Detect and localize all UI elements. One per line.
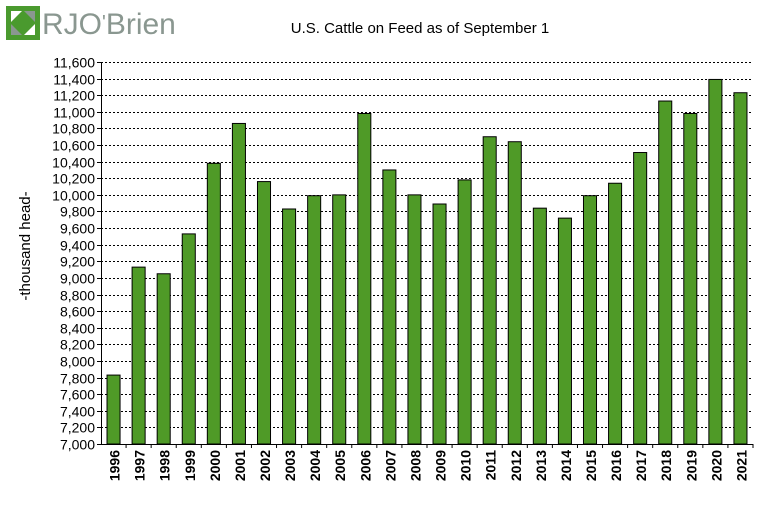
x-tick-label: 1997 [132,450,148,481]
bar-1996 [106,374,121,445]
x-tick-label: 2021 [733,450,749,481]
bar-2018 [658,100,673,445]
x-tick-label: 2000 [207,450,223,481]
x-tick-label: 2009 [433,450,449,481]
bar-2001 [231,122,246,445]
bar-2002 [256,181,272,445]
x-tick-label: 2007 [382,450,398,481]
chart-title: U.S. Cattle on Feed as of September 1 [290,20,550,37]
x-tick-label: 2017 [633,450,649,481]
x-tick-label: 2018 [658,450,674,481]
bar-2013 [532,207,547,445]
logo-text-apostrophe: ' [102,12,106,34]
x-tick-label: 2020 [708,450,724,481]
x-tick-label: 2006 [357,450,373,481]
bar-2021 [733,92,748,445]
x-tick-label: 2011 [483,450,499,481]
bar-2015 [582,195,598,445]
x-tick-labels: 1996 1997 1998 1999 2000 2001 2002 2003 2004 2005… [107,450,750,481]
y-tick-label: 9,400 [60,238,95,254]
y-tick-labels: 7,0007,2007,4007,6007,8008,0008,2008,400… [52,55,95,453]
logo-mark-icon [6,6,40,40]
y-tick-label: 10,600 [52,138,95,154]
y-tick-label: 9,000 [60,271,95,287]
x-tick-label: 2010 [458,450,474,481]
y-tick-label: 8,200 [60,337,95,353]
bar-2012 [507,141,522,445]
x-tick-label: 2013 [533,450,549,481]
bar-2007 [382,169,397,445]
bar-2006 [357,112,372,445]
x-tick-label: 1996 [107,450,123,481]
y-tick-label: 11,400 [53,72,95,88]
x-tick-label: 2016 [608,450,624,481]
y-tick-label: 10,200 [52,171,95,187]
y-tick-label: 7,000 [60,437,95,453]
bar-2017 [633,152,648,445]
y-tick-label: 11,000 [53,105,95,121]
bar-2009 [432,203,447,445]
y-tick-label: 8,400 [60,321,95,337]
bar-2020 [708,78,723,445]
y-tick-label: 9,600 [60,221,95,237]
x-tick-label: 1998 [157,450,173,481]
bar-2019 [683,112,698,445]
y-tick-label: 8,600 [60,304,95,320]
x-tick-label: 2001 [232,450,248,481]
x-tick-label: 2002 [257,450,273,481]
y-axis-label: -thousand head- [17,191,34,300]
bar-2010 [457,179,472,445]
bar-2014 [557,217,572,445]
axes [97,62,754,448]
x-tick-label: 2015 [583,450,599,481]
bar-2008 [407,194,422,445]
gridlines [101,62,753,428]
logo-text-main: RJO [42,8,102,41]
y-tick-label: 10,400 [52,155,95,171]
y-tick-label: 11,600 [53,55,95,71]
x-tick-label: 2004 [307,450,323,481]
y-tick-label: 7,800 [60,371,95,387]
y-tick-label: 8,000 [60,354,95,370]
bar-2004 [307,195,322,445]
x-tick-label: 2008 [407,450,423,481]
logo-text-tail: Brien [105,8,176,41]
bars [106,78,748,445]
x-tick-label: 2019 [683,450,699,481]
rjo-brien-logo: RJO'Brien [6,6,176,46]
bar-1997 [131,266,146,445]
y-tick-label: 7,400 [60,404,95,420]
bar-2005 [332,194,347,445]
bar-2016 [608,182,623,445]
y-tick-label: 7,600 [60,387,95,403]
x-tick-label: 2014 [558,450,574,481]
y-tick-label: 9,800 [60,204,95,220]
bar-2000 [206,162,221,445]
logo-text: RJO'Brien [42,8,176,42]
y-tick-label: 7,200 [60,420,95,436]
y-tick-label: 10,800 [52,121,95,137]
y-tick-label: 10,000 [52,188,95,204]
bar-2003 [282,208,297,445]
x-tick-label: 1999 [182,450,198,481]
bar-1999 [181,233,196,445]
x-tick-label: 2003 [282,450,298,481]
bar-2011 [482,136,497,445]
x-tick-label: 2005 [332,450,348,481]
bar-1998 [156,273,171,445]
x-tick-label: 2012 [508,450,524,481]
y-tick-label: 11,200 [53,88,95,104]
y-tick-label: 8,800 [60,288,95,304]
y-tick-label: 9,200 [60,254,95,270]
